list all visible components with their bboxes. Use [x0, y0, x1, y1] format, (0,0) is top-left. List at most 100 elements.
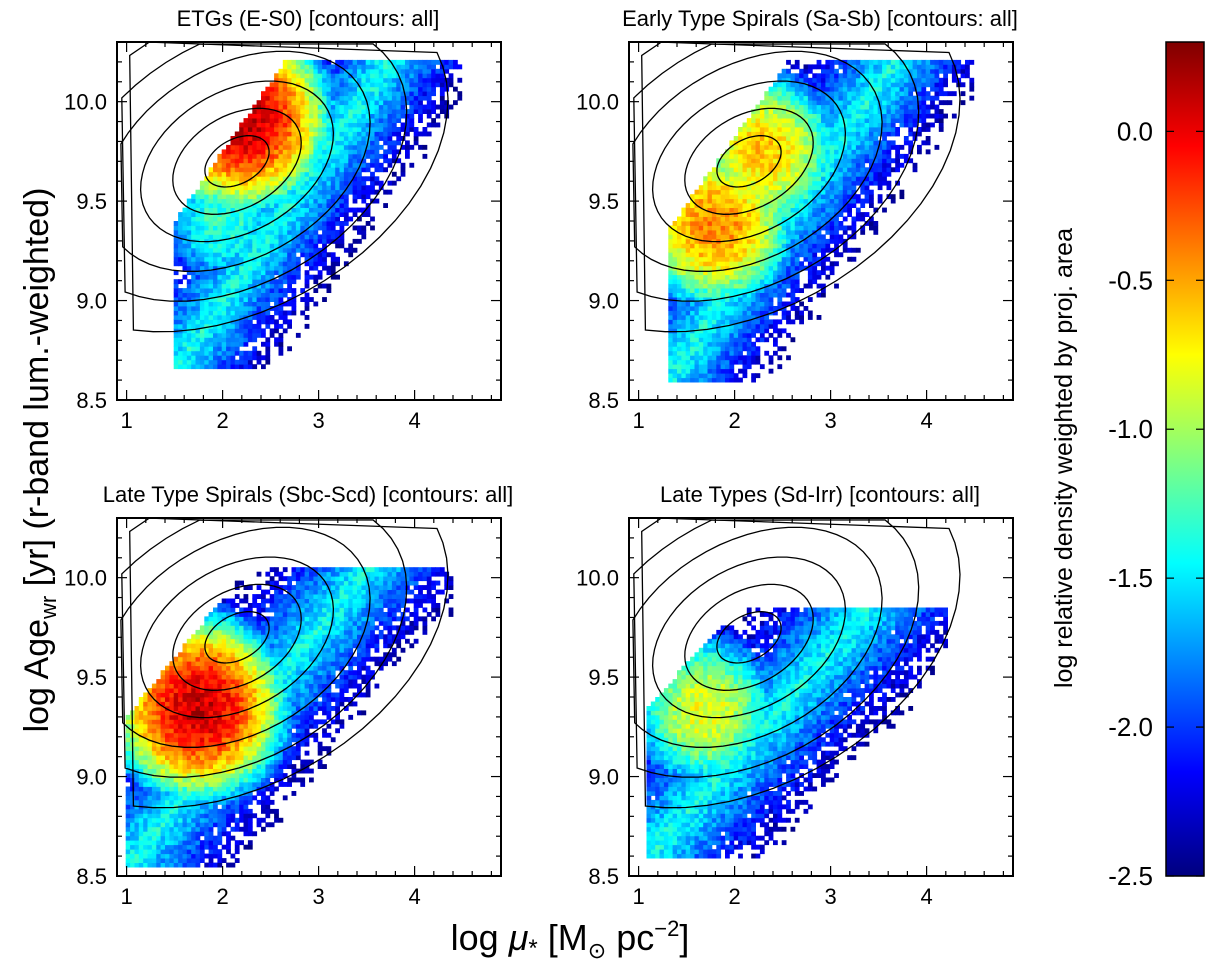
heatmap-cell — [322, 297, 327, 302]
heatmap-cell — [703, 225, 708, 231]
heatmap-cell — [746, 189, 752, 195]
heatmap-cell — [711, 234, 717, 240]
heatmap-cell — [877, 180, 883, 186]
heatmap-cell — [759, 100, 765, 106]
heatmap-cell — [869, 122, 874, 128]
heatmap-cell — [764, 176, 770, 182]
heatmap-cell — [295, 189, 301, 195]
heatmap-cell — [199, 341, 205, 347]
heatmap-cell — [309, 86, 314, 92]
heatmap-cell — [725, 288, 730, 293]
heatmap-cell — [274, 328, 279, 334]
heatmap-cell — [821, 270, 826, 276]
heatmap-cell — [361, 198, 367, 204]
heatmap-cell — [860, 118, 866, 123]
heatmap-cell — [287, 100, 292, 106]
heatmap-cell — [751, 252, 756, 258]
heatmap-cell — [711, 243, 717, 249]
heatmap-cell — [173, 301, 179, 307]
heatmap-cell — [707, 212, 713, 217]
heatmap-cell — [764, 189, 770, 195]
heatmap-cell — [274, 238, 279, 244]
heatmap-cell — [890, 158, 896, 164]
heatmap-cell — [759, 252, 765, 258]
heatmap-cell — [309, 207, 314, 213]
heatmap-cell — [781, 252, 787, 258]
heatmap-cell — [777, 238, 783, 244]
heatmap-cell — [890, 131, 896, 137]
heatmap-cell — [278, 332, 284, 338]
heatmap-cell — [378, 118, 384, 123]
heatmap-cell — [773, 185, 778, 191]
heatmap-cell — [703, 288, 708, 293]
heatmap-cell — [720, 247, 726, 253]
heatmap-cell — [226, 162, 231, 168]
heatmap-cell — [269, 122, 275, 128]
heatmap-cell — [287, 203, 292, 208]
heatmap-cell — [773, 323, 778, 329]
heatmap-cell — [186, 319, 192, 325]
heatmap-cell — [370, 149, 375, 155]
heatmap-cell — [764, 265, 770, 271]
heatmap-cell — [348, 109, 354, 114]
heatmap-cell — [365, 77, 371, 83]
heatmap-cell — [725, 359, 730, 365]
heatmap-cell — [869, 64, 874, 70]
heatmap-cell — [746, 176, 752, 182]
heatmap-cell — [374, 113, 380, 119]
heatmap-cell — [230, 140, 236, 146]
heatmap-cell — [361, 207, 367, 213]
heatmap-cell — [733, 346, 739, 352]
heatmap-cell — [269, 221, 275, 226]
heatmap-cell — [247, 243, 253, 249]
heatmap-cell — [711, 189, 717, 195]
heatmap-cell — [733, 194, 739, 200]
heatmap-cell — [790, 131, 796, 137]
heatmap-cell — [287, 109, 292, 114]
heatmap-cell — [733, 337, 739, 343]
heatmap-cell — [243, 221, 249, 226]
heatmap-cell — [335, 140, 340, 146]
heatmap-cell — [326, 118, 332, 123]
heatmap-cell — [681, 319, 687, 325]
heatmap-cell — [409, 91, 415, 97]
heatmap-cell — [261, 355, 266, 361]
heatmap-cell — [252, 288, 258, 293]
heatmap-cell — [685, 306, 691, 311]
heatmap-cell — [698, 261, 704, 267]
heatmap-cell — [768, 162, 774, 168]
heatmap-cell — [387, 131, 393, 137]
heatmap-cell — [751, 118, 756, 123]
heatmap-cell — [707, 355, 713, 361]
heatmap-cell — [707, 229, 713, 235]
heatmap-cell — [444, 104, 450, 110]
heatmap-cell — [725, 292, 730, 298]
heatmap-cell — [821, 234, 826, 240]
heatmap-cell — [751, 319, 756, 325]
heatmap-cell — [234, 323, 240, 329]
heatmap-cell — [191, 346, 196, 352]
heatmap-cell — [378, 82, 384, 88]
heatmap-cell — [426, 86, 432, 92]
heatmap-cell — [352, 176, 358, 182]
heatmap-cell — [755, 234, 761, 240]
heatmap-cell — [300, 82, 306, 88]
heatmap-cell — [703, 243, 708, 249]
heatmap-cell — [173, 359, 179, 365]
heatmap-cell — [361, 118, 367, 123]
heatmap-cell — [182, 234, 188, 240]
heatmap-cell — [405, 95, 410, 101]
heatmap-cell — [278, 256, 284, 262]
heatmap-cell — [274, 158, 279, 164]
heatmap-cell — [252, 229, 258, 235]
heatmap-cell — [807, 109, 813, 114]
heatmap-cell — [278, 167, 284, 173]
heatmap-cell — [794, 167, 800, 173]
heatmap-cell — [821, 176, 826, 182]
heatmap-cell — [357, 77, 362, 83]
heatmap-cell — [812, 131, 818, 137]
heatmap-cell — [764, 274, 770, 280]
heatmap-cell — [777, 109, 783, 114]
heatmap-cell — [217, 323, 223, 329]
heatmap-cell — [300, 64, 306, 70]
